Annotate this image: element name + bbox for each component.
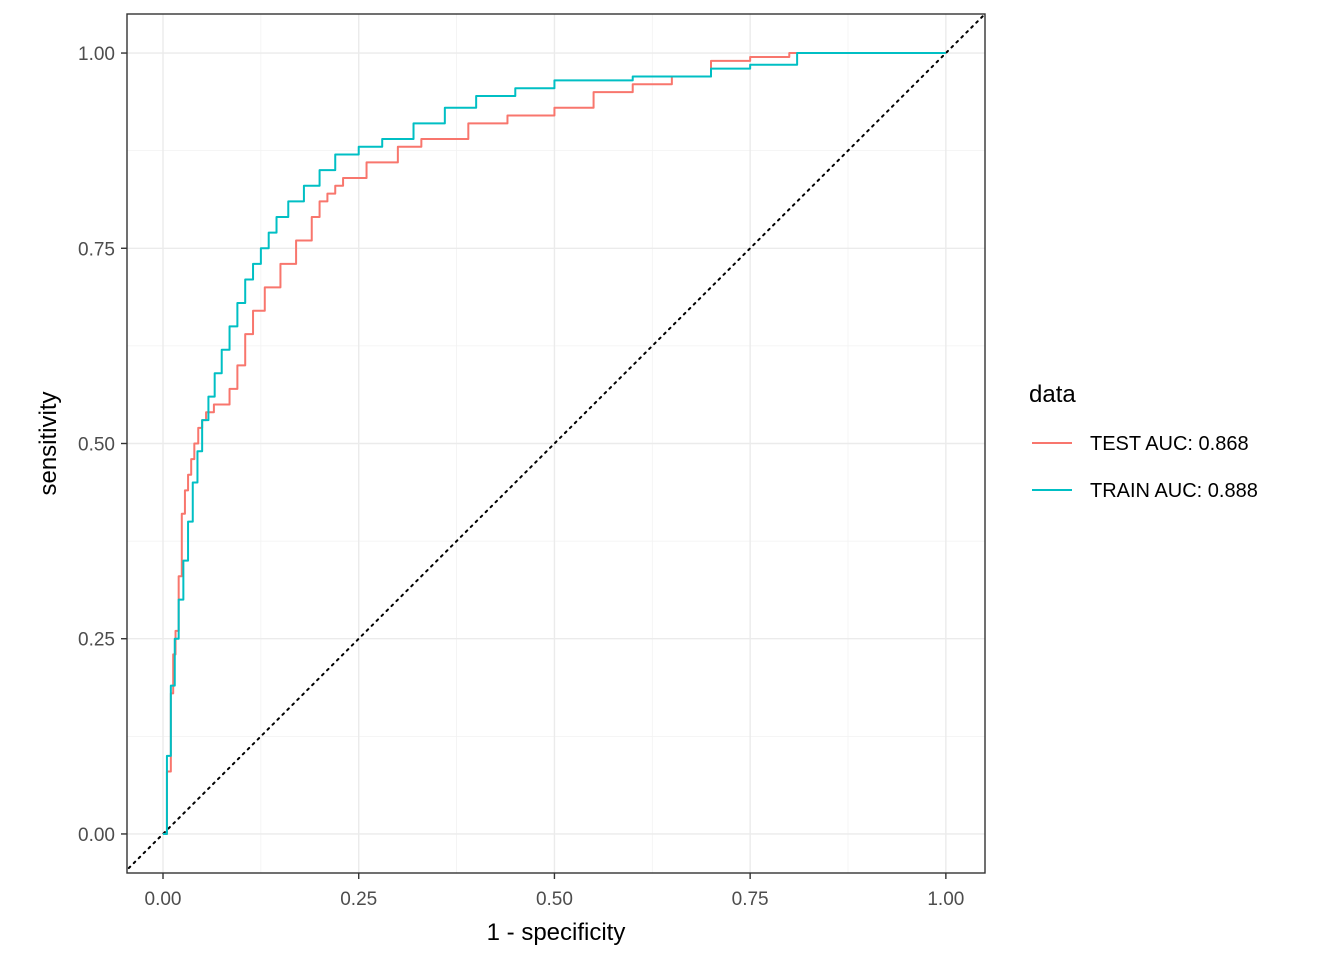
- y-axis-title: sensitivity: [35, 391, 62, 495]
- y-tick-label: 0.50: [78, 435, 115, 456]
- diagonal-reference-line: [127, 14, 985, 872]
- x-tick-label: 0.50: [536, 889, 573, 910]
- x-tick-label: 0.75: [732, 889, 769, 910]
- legend-label: TRAIN AUC: 0.888: [1090, 480, 1258, 502]
- test-roc-line: [163, 52, 946, 835]
- roc-series-lines: [163, 52, 946, 835]
- y-tick-label: 1.00: [78, 44, 115, 65]
- y-tick-label: 0.25: [78, 630, 115, 651]
- y-tick-label: 0.75: [78, 239, 115, 260]
- x-tick-label: 1.00: [927, 889, 964, 910]
- y-tick-label: 0.00: [78, 825, 115, 846]
- legend-label: TEST AUC: 0.868: [1090, 433, 1249, 455]
- x-axis-title: 1 - specificity: [487, 919, 626, 946]
- y-axis-ticks: 0.00 0.25 0.50 0.75 1.00: [78, 44, 127, 846]
- x-axis-ticks: 0.00 0.25 0.50 0.75 1.00: [145, 873, 964, 910]
- reference-diagonal: [127, 14, 985, 872]
- x-tick-label: 0.25: [340, 889, 377, 910]
- legend-items: TEST AUC: 0.868 TRAIN AUC: 0.888: [1032, 433, 1258, 502]
- x-tick-label: 0.00: [145, 889, 182, 910]
- legend: data TEST AUC: 0.868 TRAIN AUC: 0.888: [1029, 381, 1258, 502]
- legend-title: data: [1029, 381, 1076, 408]
- train-roc-line: [163, 52, 946, 835]
- major-gridlines: [127, 14, 985, 873]
